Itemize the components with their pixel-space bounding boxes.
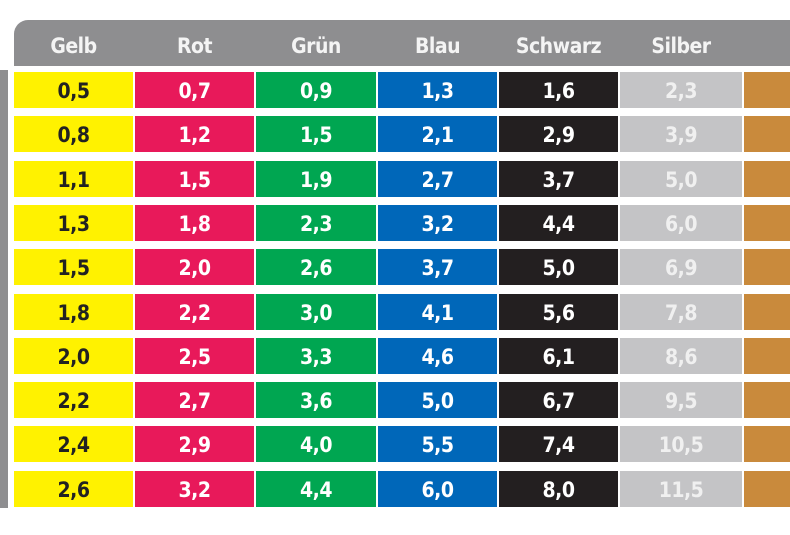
table-cell: 3,6	[256, 382, 376, 419]
table-cell: 0,5	[14, 72, 133, 108]
table-cell: 1,3	[378, 72, 497, 108]
table-cell: 5,0	[499, 249, 618, 286]
table-cell: 2,7	[135, 382, 254, 419]
table-cell: 3,7	[378, 249, 497, 286]
table-cell	[744, 72, 790, 108]
table-cell: 0,8	[14, 116, 133, 153]
table-cell: 7,4	[499, 426, 618, 463]
table-cell: 3,2	[135, 470, 254, 507]
column-header-2: Grün	[291, 34, 341, 58]
table-cell: 9,5	[620, 382, 742, 419]
table-cell: 2,6	[14, 470, 133, 507]
table-cell: 2,9	[135, 426, 254, 463]
table-cell: 2,4	[14, 426, 133, 463]
table-cell: 1,1	[14, 160, 133, 197]
table-cell: 1,2	[135, 116, 254, 153]
column-header-6	[744, 20, 790, 66]
table-cell	[744, 426, 790, 463]
table-cell	[744, 337, 790, 374]
table-cell	[744, 382, 790, 419]
table-cell: 4,0	[256, 426, 376, 463]
table-cell: 3,7	[499, 160, 618, 197]
left-divider	[0, 70, 8, 508]
table-cell: 2,0	[135, 249, 254, 286]
table-cell: 6,0	[620, 204, 742, 241]
table-cell	[744, 249, 790, 286]
table-cell	[744, 293, 790, 330]
table-cell: 4,4	[256, 470, 376, 507]
table-cell: 7,8	[620, 293, 742, 330]
table-cell	[744, 470, 790, 507]
table-header-bar	[14, 20, 790, 66]
table-cell: 2,6	[256, 249, 376, 286]
table-cell: 2,2	[14, 382, 133, 419]
table-cell: 11,5	[620, 470, 742, 507]
table-cell: 1,5	[256, 116, 376, 153]
table-cell: 4,4	[499, 204, 618, 241]
table-cell: 1,5	[14, 249, 133, 286]
table-cell: 2,1	[378, 116, 497, 153]
table-cell: 2,0	[14, 337, 133, 374]
table-cell: 3,3	[256, 337, 376, 374]
table-cell: 1,8	[135, 204, 254, 241]
table-cell: 3,9	[620, 116, 742, 153]
table-cell: 3,2	[378, 204, 497, 241]
table-cell: 2,7	[378, 160, 497, 197]
table-cell	[744, 204, 790, 241]
table-cell: 6,9	[620, 249, 742, 286]
table-cell: 8,0	[499, 470, 618, 507]
table-cell: 10,5	[620, 426, 742, 463]
table-cell: 5,0	[378, 382, 497, 419]
table-cell: 1,6	[499, 72, 618, 108]
table-cell: 2,3	[256, 204, 376, 241]
table-cell	[744, 116, 790, 153]
table-cell: 8,6	[620, 337, 742, 374]
table-cell	[744, 160, 790, 197]
table-cell: 6,0	[378, 470, 497, 507]
table-cell: 2,2	[135, 293, 254, 330]
table-cell: 2,3	[620, 72, 742, 108]
column-header-5: Silber	[651, 34, 711, 58]
column-header-3: Blau	[414, 34, 461, 58]
table-cell: 1,5	[135, 160, 254, 197]
table-cell: 2,5	[135, 337, 254, 374]
table-cell: 5,6	[499, 293, 618, 330]
table-cell: 2,9	[499, 116, 618, 153]
column-header-0: Gelb	[50, 34, 97, 58]
column-header-4: Schwarz	[515, 34, 602, 58]
table-cell: 0,9	[256, 72, 376, 108]
table-cell: 1,8	[14, 293, 133, 330]
table-cell: 3,0	[256, 293, 376, 330]
table-cell: 5,5	[378, 426, 497, 463]
table-cell: 4,6	[378, 337, 497, 374]
table-cell: 5,0	[620, 160, 742, 197]
table-cell: 6,7	[499, 382, 618, 419]
table-cell: 1,3	[14, 204, 133, 241]
table-cell: 4,1	[378, 293, 497, 330]
table-cell: 1,9	[256, 160, 376, 197]
column-header-1: Rot	[176, 34, 213, 58]
table-cell: 6,1	[499, 337, 618, 374]
table-cell: 0,7	[135, 72, 254, 108]
